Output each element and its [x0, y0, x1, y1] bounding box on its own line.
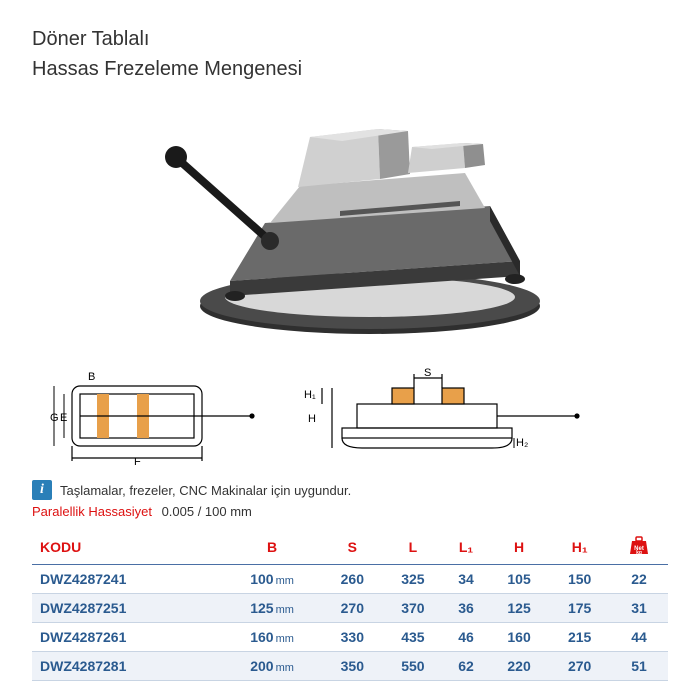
col-h: H — [489, 529, 550, 565]
cell-h: 105 — [489, 565, 550, 594]
cell-kg: 44 — [610, 623, 668, 652]
col-h1: H₁ — [549, 529, 610, 565]
col-b: B — [222, 529, 322, 565]
table-row: DWZ4287261 160mm 330 435 46 160 215 44 — [32, 623, 668, 652]
cell-l: 370 — [383, 594, 444, 623]
cell-h: 220 — [489, 652, 550, 681]
cell-l: 550 — [383, 652, 444, 681]
product-photo — [32, 96, 668, 356]
diagram-top-view: G E B F — [42, 366, 262, 466]
cell-kg: 51 — [610, 652, 668, 681]
technical-diagrams: G E B F S — [32, 366, 668, 466]
cell-b: 200mm — [222, 652, 322, 681]
precision-row: Paralellik Hassasiyet 0.005 / 100 mm — [32, 504, 668, 519]
cell-code: DWZ4287261 — [32, 623, 222, 652]
cell-l1: 62 — [443, 652, 489, 681]
precision-value: 0.005 / 100 mm — [162, 504, 252, 519]
cell-l1: 34 — [443, 565, 489, 594]
dim-label-h1: H₁ — [304, 389, 316, 401]
dim-label-h2: H₂ — [516, 437, 528, 449]
cell-s: 260 — [322, 565, 383, 594]
dim-label-f: F — [134, 456, 141, 466]
dim-label-h: H — [308, 413, 316, 425]
cell-code: DWZ4287251 — [32, 594, 222, 623]
col-weight: Net kg — [610, 529, 668, 565]
table-row: DWZ4287281 200mm 350 550 62 220 270 51 — [32, 652, 668, 681]
cell-b: 160mm — [222, 623, 322, 652]
spec-table: KODU B S L L₁ H H₁ Net kg DWZ4287241 — [32, 529, 668, 681]
cell-code: DWZ4287241 — [32, 565, 222, 594]
cell-b: 125mm — [222, 594, 322, 623]
info-row: i Taşlamalar, frezeler, CNC Makinalar iç… — [32, 480, 668, 500]
cell-h1: 215 — [549, 623, 610, 652]
cell-l: 325 — [383, 565, 444, 594]
cell-kg: 31 — [610, 594, 668, 623]
weight-icon: Net kg — [628, 535, 650, 555]
cell-s: 350 — [322, 652, 383, 681]
cell-h: 160 — [489, 623, 550, 652]
cell-kg: 22 — [610, 565, 668, 594]
table-row: DWZ4287241 100mm 260 325 34 105 150 22 — [32, 565, 668, 594]
cell-l1: 46 — [443, 623, 489, 652]
precision-label: Paralellik Hassasiyet — [32, 504, 152, 519]
cell-s: 270 — [322, 594, 383, 623]
table-header-row: KODU B S L L₁ H H₁ Net kg — [32, 529, 668, 565]
info-icon: i — [32, 480, 52, 500]
cell-s: 330 — [322, 623, 383, 652]
dim-label-b-top: B — [88, 371, 95, 383]
col-l1: L₁ — [443, 529, 489, 565]
cell-code: DWZ4287281 — [32, 652, 222, 681]
svg-text:kg: kg — [636, 550, 642, 555]
title-line-2: Hassas Frezeleme Mengenesi — [32, 54, 668, 84]
cell-h1: 150 — [549, 565, 610, 594]
table-row: DWZ4287251 125mm 270 370 36 125 175 31 — [32, 594, 668, 623]
col-l: L — [383, 529, 444, 565]
cell-h: 125 — [489, 594, 550, 623]
cell-l1: 36 — [443, 594, 489, 623]
dim-label-s: S — [424, 367, 431, 379]
product-title: Döner Tablalı Hassas Frezeleme Mengenesi — [32, 24, 668, 84]
vise-illustration — [120, 111, 580, 341]
cell-h1: 270 — [549, 652, 610, 681]
cell-b: 100mm — [222, 565, 322, 594]
col-s: S — [322, 529, 383, 565]
diagram-side-view: S H H₁ H₂ — [302, 366, 582, 466]
cell-l: 435 — [383, 623, 444, 652]
title-line-1: Döner Tablalı — [32, 24, 668, 54]
cell-h1: 175 — [549, 594, 610, 623]
info-text: Taşlamalar, frezeler, CNC Makinalar için… — [60, 483, 351, 498]
col-kodu: KODU — [32, 529, 222, 565]
